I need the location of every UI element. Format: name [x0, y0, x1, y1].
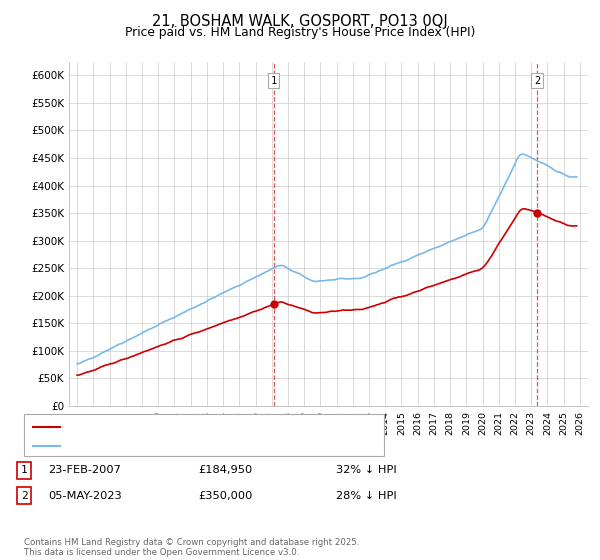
Text: 2: 2: [534, 76, 540, 86]
Text: 1: 1: [271, 76, 277, 86]
Text: 28% ↓ HPI: 28% ↓ HPI: [336, 491, 397, 501]
Text: Contains HM Land Registry data © Crown copyright and database right 2025.
This d: Contains HM Land Registry data © Crown c…: [24, 538, 359, 557]
Text: 23-FEB-2007: 23-FEB-2007: [48, 465, 121, 475]
Text: Price paid vs. HM Land Registry's House Price Index (HPI): Price paid vs. HM Land Registry's House …: [125, 26, 475, 39]
Text: 1: 1: [20, 465, 28, 475]
Text: 2: 2: [20, 491, 28, 501]
Text: 21, BOSHAM WALK, GOSPORT, PO13 0QJ (detached house): 21, BOSHAM WALK, GOSPORT, PO13 0QJ (deta…: [66, 422, 358, 432]
Text: 05-MAY-2023: 05-MAY-2023: [48, 491, 122, 501]
Text: HPI: Average price, detached house, Gosport: HPI: Average price, detached house, Gosp…: [66, 441, 290, 451]
Text: 32% ↓ HPI: 32% ↓ HPI: [336, 465, 397, 475]
Text: £184,950: £184,950: [198, 465, 252, 475]
Text: 21, BOSHAM WALK, GOSPORT, PO13 0QJ: 21, BOSHAM WALK, GOSPORT, PO13 0QJ: [152, 14, 448, 29]
Text: £350,000: £350,000: [198, 491, 253, 501]
